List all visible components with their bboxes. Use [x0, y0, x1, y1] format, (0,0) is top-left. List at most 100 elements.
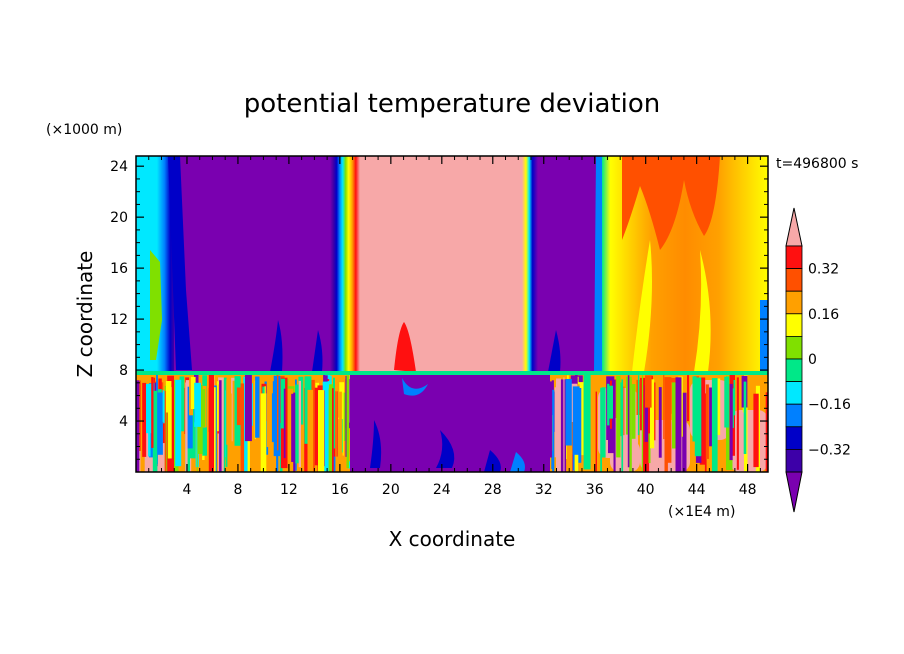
turbulence-streak — [190, 376, 196, 409]
turbulence-streak — [563, 377, 565, 472]
upper-center-red-plume — [394, 322, 416, 372]
turbulence-streak — [709, 387, 714, 447]
colorbar-box — [785, 290, 803, 315]
x-tick-label: 32 — [535, 482, 553, 498]
turbulence-streak — [631, 384, 636, 439]
turbulence-streak — [196, 383, 198, 471]
turbulence-streak — [322, 381, 329, 472]
lower-center-blue-swirl-2 — [370, 420, 382, 468]
turbulence-streak — [658, 387, 662, 458]
turbulence-streak — [142, 382, 147, 457]
turbulence-streak — [583, 374, 591, 470]
turbulence-streak — [194, 382, 201, 427]
colorbar-tick-label: 0 — [808, 352, 817, 368]
turbulence-streak — [619, 382, 622, 437]
turbulence-streak — [664, 377, 672, 463]
turbulence-streak — [298, 380, 301, 468]
right-front — [522, 156, 538, 374]
x-tick-label: 4 — [183, 482, 192, 498]
turbulence-streak — [342, 382, 344, 456]
x-tick-label: 24 — [433, 482, 451, 498]
turbulence-streak — [287, 388, 294, 472]
y-tick-label: 24 — [110, 159, 128, 175]
y-tick-label: 16 — [110, 261, 128, 277]
upper-mid-blue-wisp-3 — [548, 330, 561, 372]
turbulence-streak — [318, 390, 325, 472]
x-tick-label: 40 — [637, 482, 655, 498]
turbulence-streak — [335, 390, 337, 472]
turbulence-streak — [753, 393, 759, 468]
turbulence-streak — [245, 374, 252, 442]
turbulence-streak — [139, 380, 141, 451]
colorbar-tick-label: 0.16 — [808, 307, 839, 323]
turbulence-streak — [705, 384, 709, 459]
turbulence-streak — [554, 387, 561, 458]
turbulence-streak — [187, 386, 193, 449]
turbulence-streak — [627, 375, 630, 468]
turbulence-streak — [283, 388, 286, 459]
turbulence-streak — [711, 378, 718, 472]
colorbar-box — [785, 426, 803, 450]
turbulence-streak — [219, 380, 222, 472]
turbulence-streak — [637, 375, 640, 436]
turbulence-streak — [277, 374, 279, 451]
turbulence-streak — [692, 376, 697, 442]
y-tick-label: 12 — [110, 312, 128, 328]
turbulence-streak — [280, 378, 286, 429]
plot-frame — [135, 155, 769, 473]
colorbar-box — [785, 268, 803, 292]
upper-right-edge-blue — [760, 300, 768, 372]
turbulence-streak — [704, 393, 707, 472]
y-tick-label: 20 — [110, 210, 128, 226]
turbulence-streak — [314, 387, 321, 466]
turbulence-streak — [175, 379, 182, 467]
lower-center-blue-swirl-3 — [436, 430, 455, 468]
turbulence-streak — [328, 384, 334, 472]
turbulence-streak — [162, 389, 164, 422]
x-axis: 4 8 12 16 20 24 28 32 36 40 44 48 — [148, 156, 761, 498]
lower-center-blue-swirl-5 — [510, 452, 525, 472]
turbulence-streak — [663, 374, 665, 440]
y-axis-label: Z coordinate — [73, 251, 97, 378]
turbulence-streak — [601, 387, 606, 458]
colorbar-box — [785, 358, 803, 383]
upper-mid-blue-wisp-2 — [312, 330, 323, 372]
turbulence-streak — [255, 376, 260, 438]
turbulence-streak — [650, 379, 655, 449]
turbulence-streak — [724, 376, 729, 428]
x-tick-label: 48 — [739, 482, 757, 498]
turbulence-streak — [699, 377, 706, 465]
turbulence-streak — [729, 383, 733, 461]
turbulence-streak — [251, 383, 253, 426]
upper-left-green-patch — [150, 250, 162, 360]
turbulence-streak — [733, 380, 736, 416]
lower-left-streaks — [136, 374, 353, 472]
turbulence-streak — [216, 381, 219, 432]
colorbar-box — [785, 381, 803, 405]
turbulence-streak — [260, 393, 267, 472]
turbulence-streak — [333, 377, 335, 449]
upper-left-blue-edge — [168, 156, 192, 370]
colorbar-tick-label: 0.32 — [808, 262, 839, 278]
turbulence-streak — [765, 392, 768, 472]
upper-mid-blue-wisp-1 — [270, 320, 283, 372]
y-unit-label: (×1000 m) — [46, 122, 122, 138]
turbulence-streak — [736, 377, 739, 470]
turbulence-streak — [136, 380, 140, 472]
colorbar-box — [785, 313, 803, 337]
colorbar-box — [785, 448, 803, 473]
chart-title: potential temperature deviation — [244, 89, 660, 119]
x-tick-label: 12 — [280, 482, 298, 498]
turbulence-streak — [295, 384, 300, 464]
turbulence-streak — [346, 375, 350, 469]
upper-center-pink-block — [360, 156, 526, 374]
y-tick-label: 4 — [119, 414, 128, 430]
turbulence-streak — [339, 391, 342, 472]
turbulence-streak — [645, 375, 652, 408]
turbulence-pink-patch — [730, 410, 768, 472]
turbulence-streak — [675, 377, 682, 472]
colorbar-top-triangle — [785, 207, 803, 247]
colorbar-box — [785, 335, 803, 360]
turbulence-streak — [621, 379, 624, 472]
colorbar-box — [785, 403, 803, 428]
